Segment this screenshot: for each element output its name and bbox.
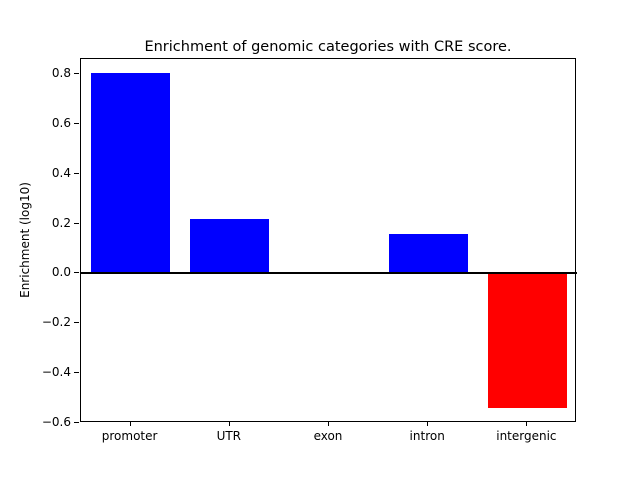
y-tick-label: 0.6 xyxy=(51,115,71,130)
y-tick-mark xyxy=(74,73,79,74)
zero-line xyxy=(81,272,577,275)
y-tick-label: −0.4 xyxy=(41,365,71,380)
y-tick-mark xyxy=(74,172,79,174)
bar-intron xyxy=(388,233,468,274)
x-tick-mark xyxy=(129,422,131,426)
y-tick-label: 0.8 xyxy=(51,66,71,80)
x-tick-label-exon: exon xyxy=(313,429,343,443)
x-tick-mark xyxy=(328,422,329,426)
plot-area xyxy=(80,58,577,422)
bar-promoter xyxy=(90,72,171,274)
bar-UTR xyxy=(190,218,270,274)
y-axis-label-text: Enrichment (log10) xyxy=(18,182,32,298)
chart-title: Enrichment of genomic categories with CR… xyxy=(144,39,512,55)
x-tick-mark xyxy=(526,422,528,426)
x-tick-label-UTR: UTR xyxy=(216,429,242,443)
y-tick-label: 0.0 xyxy=(51,265,71,280)
y-tick-mark xyxy=(74,372,79,374)
x-tick-label-intergenic: intergenic xyxy=(496,429,557,443)
y-tick-mark xyxy=(74,222,79,224)
y-tick-label: 0.4 xyxy=(51,165,71,180)
x-tick-label-promoter: promoter xyxy=(101,429,158,443)
bar-intergenic xyxy=(487,273,568,408)
y-tick-mark xyxy=(74,322,79,324)
y-tick-mark xyxy=(74,422,79,423)
y-tick-mark xyxy=(74,272,79,274)
x-tick-mark xyxy=(427,422,429,426)
y-tick-mark xyxy=(74,122,79,124)
y-tick-label: −0.6 xyxy=(41,415,71,429)
x-tick-mark xyxy=(228,422,230,426)
y-tick-label: −0.2 xyxy=(41,315,71,330)
y-tick-label: 0.2 xyxy=(51,215,71,230)
x-tick-label-intron: intron xyxy=(409,429,445,443)
